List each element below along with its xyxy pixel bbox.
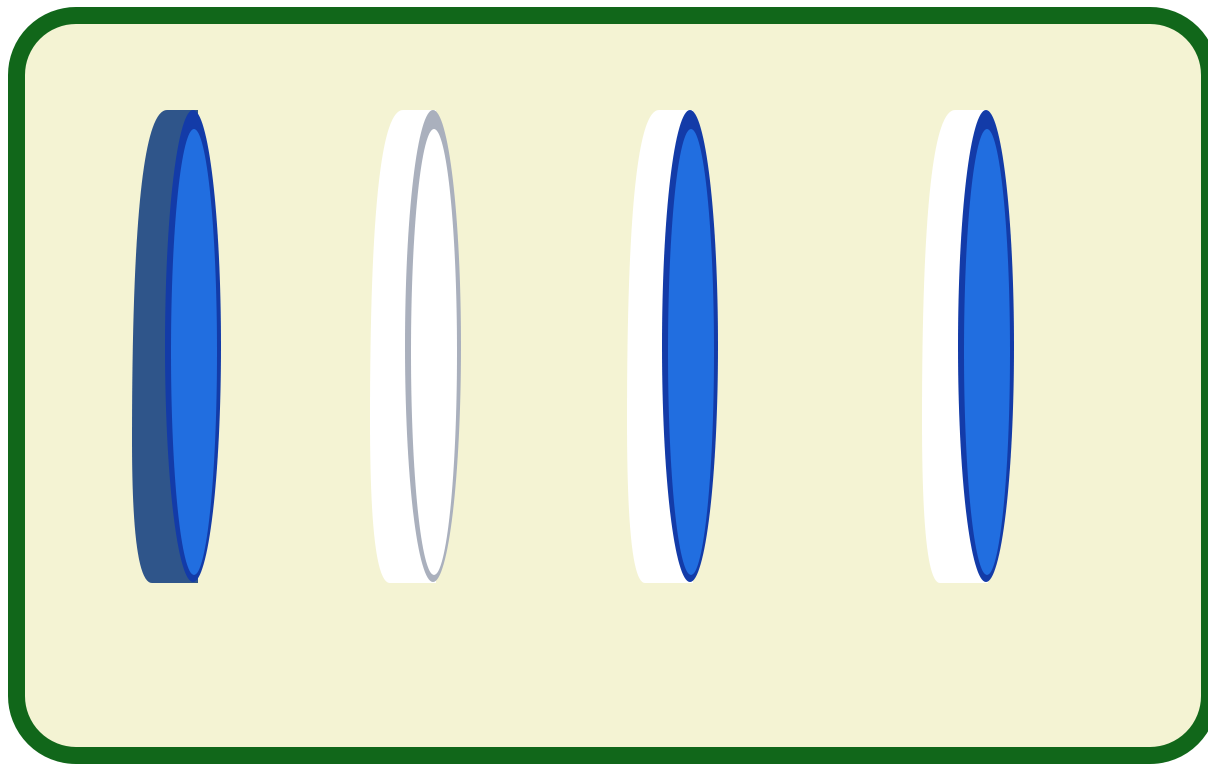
- coin-3[interactable]: [627, 110, 718, 583]
- coin-3-face: [668, 129, 714, 575]
- coin-4[interactable]: [922, 110, 1014, 583]
- coin-2-face: [411, 129, 457, 575]
- coin-1-face: [171, 129, 217, 575]
- coin-4-face: [964, 129, 1010, 575]
- coin-1[interactable]: [132, 110, 221, 583]
- coin-2[interactable]: [370, 110, 461, 583]
